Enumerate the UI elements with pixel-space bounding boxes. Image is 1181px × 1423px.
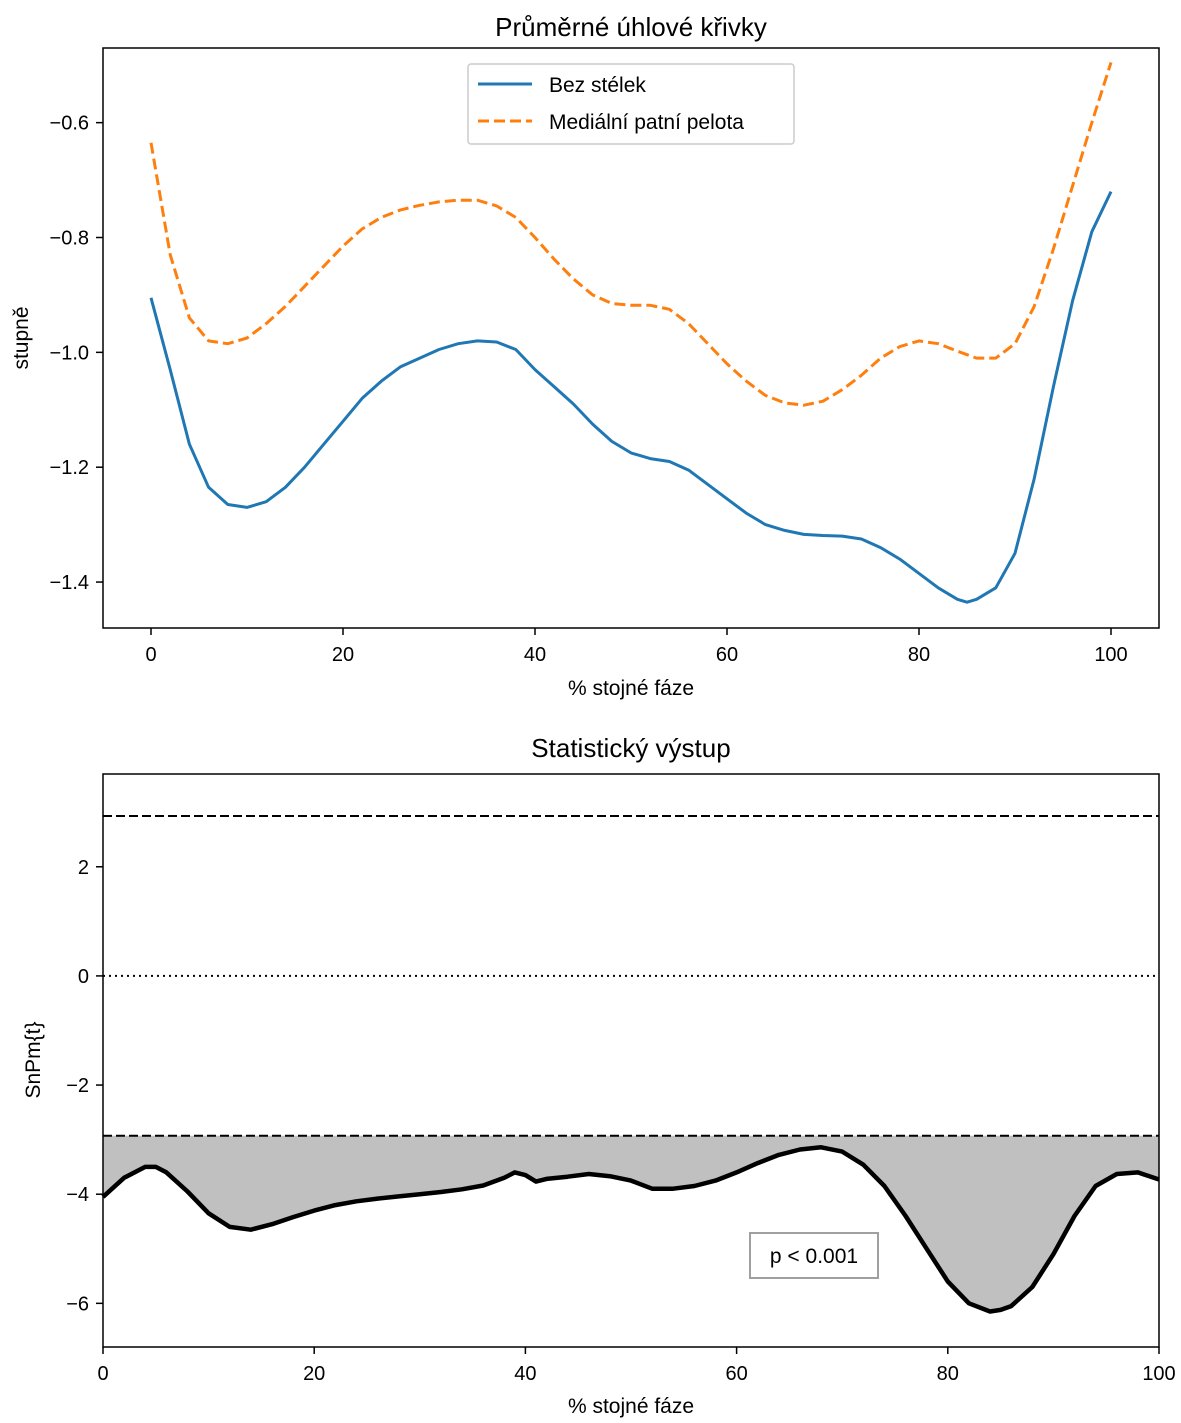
y-tick-label: −4 [66, 1184, 89, 1206]
chart-title: Statistický výstup [531, 733, 730, 763]
statistical-output-chart: Statistický výstup 0 20 40 60 80 100 −6 −4 −2 0 2… [22, 733, 1176, 1418]
x-tick-label: 40 [524, 644, 546, 666]
p-value-annotation: p < 0.001 [749, 1232, 879, 1279]
legend-label-medialni-patni-pelota: Mediální patní pelota [549, 111, 744, 134]
x-axis-label: % stojné fáze [568, 1395, 694, 1418]
x-tick-label: 0 [97, 1363, 108, 1385]
x-tick-label: 100 [1094, 644, 1127, 666]
x-tick-label: 80 [937, 1363, 959, 1385]
x-tick-label: 60 [716, 644, 738, 666]
annotation-text: p < 0.001 [770, 1245, 858, 1268]
annotation-box [749, 1232, 879, 1279]
x-tick-label: 0 [145, 644, 156, 666]
x-tick-label: 20 [303, 1363, 325, 1385]
y-tick-label: −6 [66, 1293, 89, 1315]
y-axis-ticks: −6 −4 −2 0 2 [66, 857, 103, 1315]
y-tick-label: −1.2 [50, 457, 89, 479]
series-line-bez-stelek [149, 190, 1113, 604]
y-tick-label: −1.0 [50, 342, 89, 364]
y-tick-label: −0.8 [50, 228, 89, 250]
x-axis-ticks: 0 20 40 60 80 100 [145, 628, 1128, 666]
angle-curves-chart: Průměrné úhlové křivky 0 20 40 60 80 100 −1.4… [10, 12, 1160, 700]
y-tick-label: −1.4 [50, 572, 89, 594]
x-tick-label: 60 [725, 1363, 747, 1385]
y-tick-label: −2 [66, 1075, 89, 1097]
x-axis-ticks: 0 20 40 60 80 100 [97, 1347, 1176, 1385]
x-tick-label: 40 [514, 1363, 536, 1385]
x-axis-label: % stojné fáze [568, 677, 694, 700]
plot-frame [102, 773, 1160, 1348]
snpm-t-curve [101, 1145, 1160, 1314]
series-line-medialni-patni-pelota [149, 61, 1113, 407]
y-tick-label: 0 [78, 966, 89, 988]
x-tick-label: 100 [1142, 1363, 1175, 1385]
y-axis-label: SnPm{t} [22, 1021, 45, 1098]
y-axis-label: stupně [10, 306, 33, 369]
chart-title: Průměrné úhlové křivky [495, 12, 767, 42]
x-tick-label: 20 [332, 644, 354, 666]
series-layer [101, 815, 1160, 1314]
y-tick-label: −0.6 [50, 113, 89, 135]
legend-box [467, 63, 795, 145]
x-tick-label: 80 [908, 644, 930, 666]
series-layer [149, 61, 1113, 604]
suprathreshold-area [103, 1135, 1159, 1312]
plot-frame [102, 47, 1160, 629]
legend: Bez stélek Mediální patní pelota [467, 63, 795, 145]
y-axis-ticks: −1.4 −1.2 −1.0 −0.8 −0.6 [50, 113, 103, 594]
y-tick-label: 2 [78, 857, 89, 879]
legend-label-bez-stelek: Bez stélek [549, 74, 646, 97]
